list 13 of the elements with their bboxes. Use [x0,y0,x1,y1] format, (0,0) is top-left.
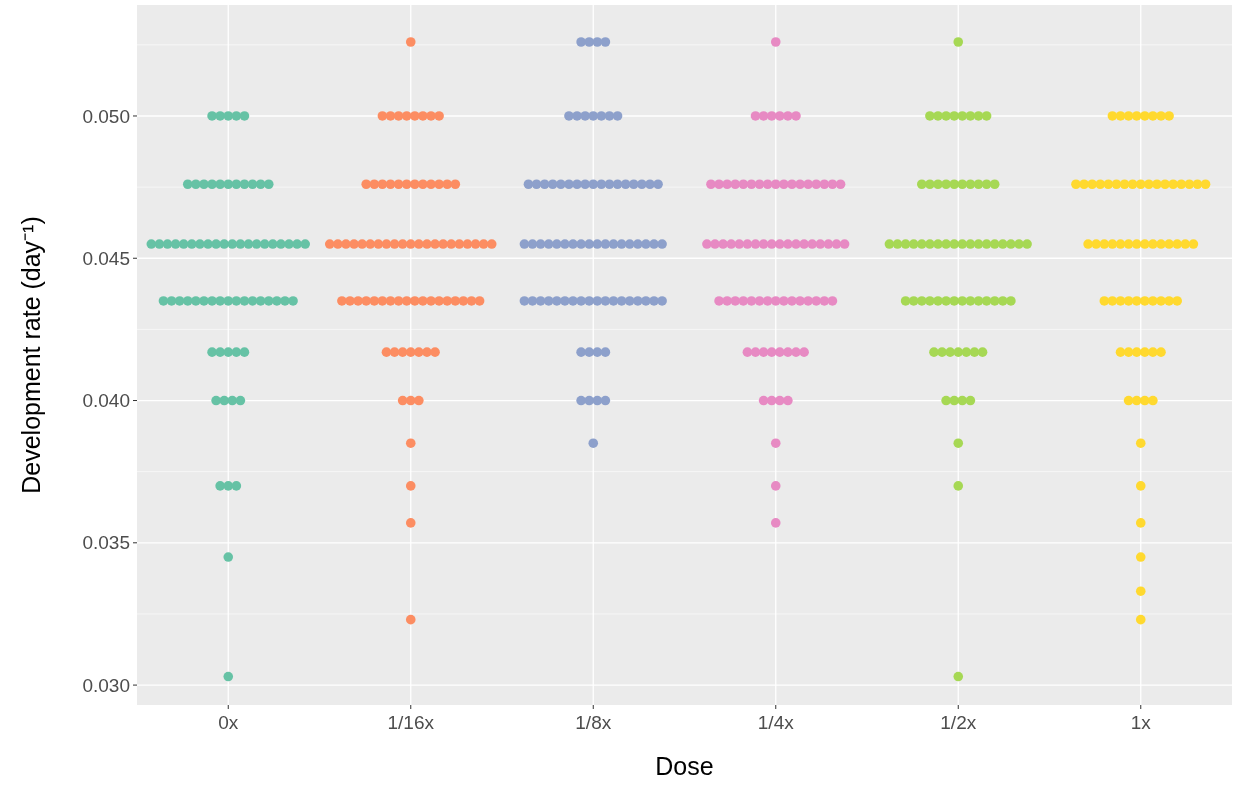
y-tick-label: 0.045 [82,247,130,269]
x-tick-label: 0x [218,712,239,733]
y-axis-title: Development rate (day⁻¹) [17,216,45,494]
y-tick-label: 0.050 [82,105,130,127]
x-tick-label: 1x [1130,712,1152,733]
x-tick-label: 1/16x [387,712,435,733]
y-tick-label: 0.030 [82,674,130,696]
y-tick-label: 0.035 [82,532,130,554]
y-tick-label: 0.040 [82,390,130,412]
x-tick-label: 1/4x [757,712,795,733]
x-axis-title: Dose [655,752,714,780]
x-tick-label: 1/2x [940,712,977,733]
x-tick-label: 1/8x [575,712,612,733]
